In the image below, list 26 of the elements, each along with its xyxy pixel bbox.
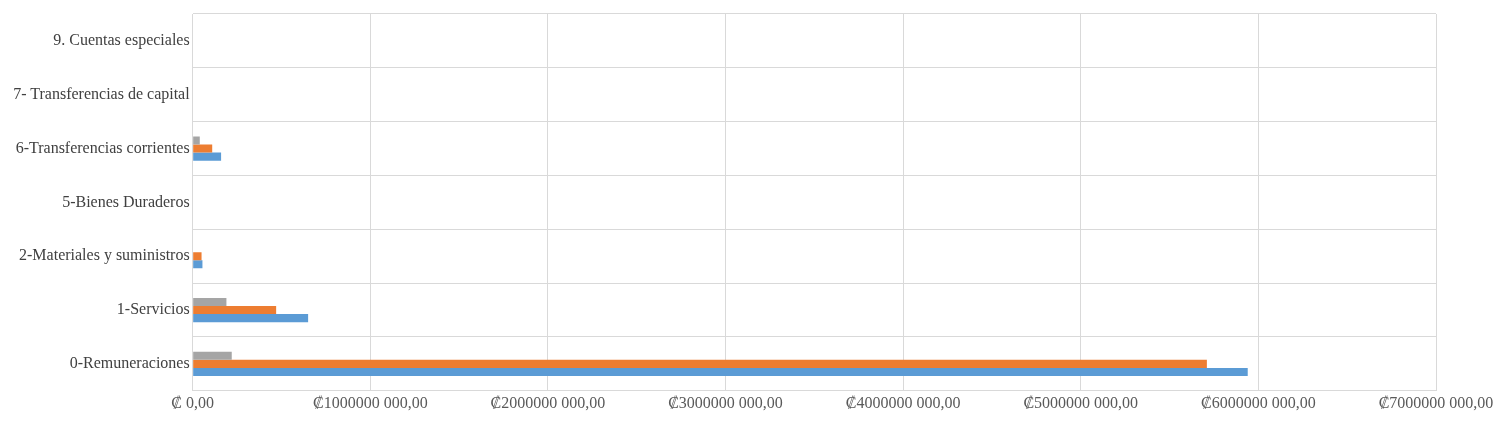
x-tick-label: ₡ 0,00 <box>171 393 215 411</box>
x-tick-label: ₡5000000 000,00 <box>1023 393 1139 411</box>
bar <box>193 152 222 161</box>
bar <box>193 314 309 323</box>
bar <box>193 144 213 153</box>
bar <box>193 359 1207 368</box>
y-tick-label: 7- Transferencias de capital <box>13 84 191 103</box>
x-tick-label: ₡3000000 000,00 <box>668 393 783 411</box>
x-tick-label: ₡2000000 000,00 <box>490 393 606 411</box>
bar <box>193 136 200 145</box>
bar <box>193 351 232 360</box>
x-tick-label: ₡1000000 000,00 <box>312 393 428 411</box>
bar <box>193 260 203 269</box>
y-tick-label: 6-Transferencias corrientes <box>15 138 190 156</box>
y-tick-label: 9. Cuentas especiales <box>53 31 190 50</box>
x-tick-label: ₡6000000 000,00 <box>1201 393 1316 411</box>
x-tick-label: ₡4000000 000,00 <box>845 393 961 411</box>
bar <box>193 252 202 261</box>
bar <box>193 367 1248 376</box>
y-tick-label: 1-Servicios <box>116 300 190 318</box>
bar <box>193 306 277 315</box>
y-tick-label: 0-Remuneraciones <box>69 354 190 372</box>
bar <box>193 297 227 307</box>
y-tick-label: 2-Materiales y suministros <box>19 246 190 265</box>
x-tick-label: ₡7000000 000,00 <box>1378 393 1494 411</box>
y-tick-label: 5-Bienes Duraderos <box>62 192 190 210</box>
